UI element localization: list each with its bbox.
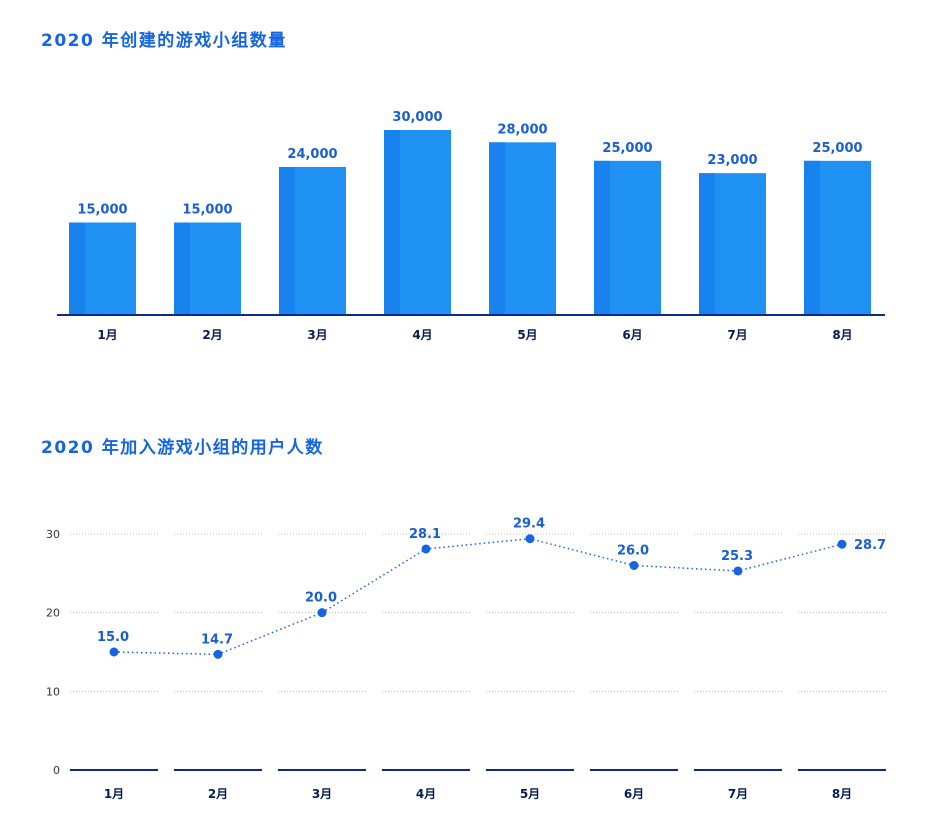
point-value-label: 28.7 <box>854 538 886 553</box>
bar-shade <box>804 160 820 315</box>
point-value-label: 15.0 <box>97 630 129 645</box>
x-tick-label: 3月 <box>307 328 327 342</box>
data-point <box>317 608 327 618</box>
bar-shade <box>174 222 190 315</box>
bar-shade <box>279 167 295 315</box>
point-value-label: 29.4 <box>513 517 545 532</box>
x-tick-label: 4月 <box>412 328 432 342</box>
point-value-label: 14.7 <box>201 632 233 647</box>
data-point <box>421 544 431 554</box>
y-tick-label: 20 <box>46 607 60 620</box>
data-point <box>525 534 535 544</box>
x-tick-label: 7月 <box>727 328 747 342</box>
point-value-label: 26.0 <box>617 543 649 558</box>
x-tick-label: 3月 <box>312 787 332 801</box>
x-tick-label: 8月 <box>832 328 852 342</box>
point-value-label: 25.3 <box>721 549 753 564</box>
bar-shade <box>699 173 715 315</box>
point-value-label: 28.1 <box>409 527 441 542</box>
bar-value-label: 15,000 <box>77 203 127 218</box>
x-tick-label: 2月 <box>208 787 228 801</box>
y-tick-label: 0 <box>53 764 60 777</box>
bar-shade <box>384 130 400 315</box>
bar-value-label: 28,000 <box>497 122 547 137</box>
data-point <box>733 566 743 576</box>
x-tick-label: 1月 <box>104 787 124 801</box>
bar-value-label: 15,000 <box>182 203 232 218</box>
line-chart-title: 2020 年加入游戏小组的用户人数 <box>41 438 324 458</box>
bar-chart: 15,000 1月 15,000 2月 24,000 3月 30,000 4月 28,000 5月… <box>57 110 885 342</box>
x-tick-label: 5月 <box>517 328 537 342</box>
bar-shade <box>594 160 610 315</box>
x-tick-label: 4月 <box>416 787 436 801</box>
bar-value-label: 25,000 <box>602 141 652 156</box>
bar-chart-title: 2020 年创建的游戏小组数量 <box>41 31 287 51</box>
series-line <box>113 537 843 656</box>
bar-shade <box>69 222 85 315</box>
y-tick-label: 30 <box>46 528 60 541</box>
data-point <box>213 649 223 659</box>
bar-shade <box>489 142 505 315</box>
x-tick-label: 6月 <box>624 787 644 801</box>
x-tick-label: 1月 <box>97 328 117 342</box>
y-tick-label: 10 <box>46 685 60 698</box>
bar-value-label: 30,000 <box>392 110 442 125</box>
bar-value-label: 23,000 <box>707 153 757 168</box>
data-point <box>629 560 639 570</box>
bar-value-label: 24,000 <box>287 147 337 162</box>
x-tick-label: 6月 <box>622 328 642 342</box>
data-point <box>837 539 847 549</box>
bar-value-label: 25,000 <box>812 141 862 156</box>
point-value-label: 20.0 <box>305 591 337 606</box>
data-point <box>109 647 119 657</box>
x-tick-label: 7月 <box>728 787 748 801</box>
x-tick-label: 5月 <box>520 787 540 801</box>
x-tick-label: 2月 <box>202 328 222 342</box>
x-tick-label: 8月 <box>832 787 852 801</box>
